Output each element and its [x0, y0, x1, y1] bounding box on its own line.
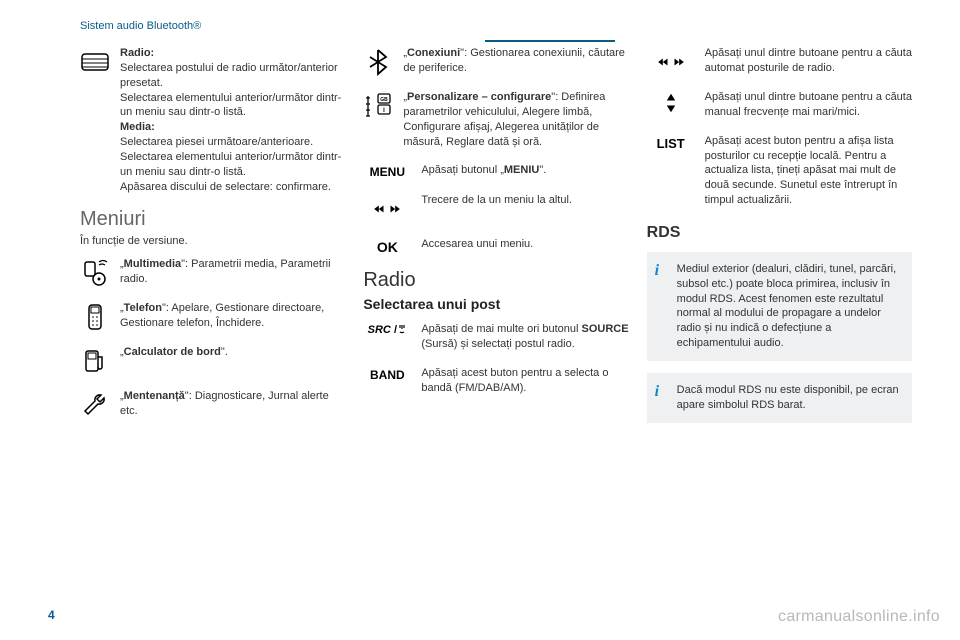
list-item: LIST Apăsați acest buton pentru a afișa …: [647, 134, 912, 208]
menus-title: Meniuri: [80, 208, 345, 231]
info-box-2: i Dacă modul RDS nu este disponibil, pe …: [647, 373, 912, 423]
media-text-2: Selectarea elementului anterior/următor …: [120, 150, 345, 180]
src-label: SOURCE: [582, 323, 629, 335]
radio-subtitle: Selectarea unui post: [363, 296, 628, 312]
band-text: Apăsați acest buton pentru a selecta o b…: [421, 366, 628, 396]
multimedia-icon: [80, 257, 110, 287]
column-2: „Conexiuni": Gestionarea conexiunii, cău…: [363, 46, 628, 435]
radio-grid-icon: [80, 46, 110, 194]
calculator-item: „Calculator de bord".: [80, 345, 345, 375]
ok-item: OK Accesarea unui meniu.: [363, 237, 628, 255]
personalizare-label: Personalizare – configurare: [407, 91, 551, 103]
info-text-1: Mediul exterior (dealuri, clădiri, tunel…: [677, 263, 896, 349]
band-button-label: BAND: [363, 366, 411, 396]
settings-lang-icon: GB I: [363, 90, 393, 149]
personalizare-item: GBI „Personalizare – configurare": Defin…: [363, 90, 628, 149]
multimedia-label: Multimedia: [124, 258, 181, 270]
list-button-label: LIST: [647, 134, 695, 208]
page-number: 4: [48, 608, 55, 622]
menu-button-label: MENU: [363, 163, 411, 179]
prev-next-icon: [363, 193, 411, 223]
media-text-3: Apăsarea discului de selectare: confirma…: [120, 180, 345, 195]
rds-title: RDS: [647, 224, 912, 242]
trecere-item: Trecere de la un meniu la altul.: [363, 193, 628, 223]
mentenanta-item: „Mentenanță": Diagnosticare, Jurnal aler…: [80, 389, 345, 419]
calculator-text: .: [225, 346, 228, 358]
calculator-label: Calculator de bord: [124, 346, 221, 358]
column-3: Apăsați unul dintre butoane pentru a cău…: [647, 46, 912, 435]
conexiuni-label: Conexiuni: [407, 47, 460, 59]
src-item: SRC / Apăsați de mai multe ori butonul S…: [363, 322, 628, 352]
mentenanta-label: Mentenanță: [124, 390, 185, 402]
menu-prefix: Apăsați butonul „: [421, 164, 504, 176]
header-rule: [485, 40, 615, 42]
up-down-icon: [647, 90, 695, 120]
phone-icon: [80, 301, 110, 331]
info-text-2: Dacă modul RDS nu este disponibil, pe ec…: [677, 384, 899, 411]
ok-button-label: OK: [363, 237, 411, 255]
menus-caption: În funcție de versiune.: [80, 235, 345, 247]
list-text: Apăsați acest buton pentru a afișa lista…: [705, 134, 912, 208]
multimedia-item: „Multimedia": Parametrii media, Parametr…: [80, 257, 345, 287]
src-prefix: Apăsați de mai multe ori butonul: [421, 323, 581, 335]
menu-label: MENIU: [504, 164, 539, 176]
src-suffix: (Sursă) și selectați postul radio.: [421, 338, 574, 350]
info-box-1: i Mediul exterior (dealuri, clădiri, tun…: [647, 252, 912, 361]
page-header: Sistem audio Bluetooth®: [80, 20, 912, 32]
manual-text: Apăsați unul dintre butoane pentru a cău…: [705, 90, 912, 120]
seek-icon: [647, 46, 695, 76]
manual-item: Apăsați unul dintre butoane pentru a cău…: [647, 90, 912, 120]
telefon-item: „Telefon": Apelare, Gestionare directoar…: [80, 301, 345, 331]
src-button-label: SRC /: [363, 322, 411, 352]
conexiuni-item: „Conexiuni": Gestionarea conexiunii, cău…: [363, 46, 628, 76]
radio-label: Radio:: [120, 47, 154, 59]
radio-title: Radio: [363, 269, 628, 292]
fuel-pump-icon: [80, 345, 110, 375]
telefon-label: Telefon: [124, 302, 162, 314]
ok-text: Accesarea unui meniu.: [421, 237, 533, 255]
watermark: carmanualsonline.info: [778, 608, 940, 626]
radio-text-1: Selectarea postului de radio următor/ant…: [120, 61, 345, 91]
column-1: Radio: Selectarea postului de radio urmă…: [80, 46, 345, 435]
info-icon: i: [655, 260, 659, 282]
radio-media-block: Radio: Selectarea postului de radio urmă…: [80, 46, 345, 194]
seek-item: Apăsați unul dintre butoane pentru a cău…: [647, 46, 912, 76]
info-icon: i: [655, 381, 659, 403]
menu-item: MENU Apăsați butonul „MENIU".: [363, 163, 628, 179]
svg-text:GB: GB: [381, 97, 389, 103]
band-item: BAND Apăsați acest buton pentru a select…: [363, 366, 628, 396]
bluetooth-icon: [363, 46, 393, 76]
media-label: Media:: [120, 121, 155, 133]
seek-text: Apăsați unul dintre butoane pentru a cău…: [705, 46, 912, 76]
wrench-icon: [80, 389, 110, 419]
trecere-text: Trecere de la un meniu la altul.: [421, 193, 572, 223]
radio-text-2: Selectarea elementului anterior/următor …: [120, 91, 345, 121]
media-text-1: Selectarea piesei următoare/anterioare.: [120, 135, 345, 150]
svg-text:I: I: [383, 108, 385, 114]
menu-suffix: ".: [539, 164, 546, 176]
